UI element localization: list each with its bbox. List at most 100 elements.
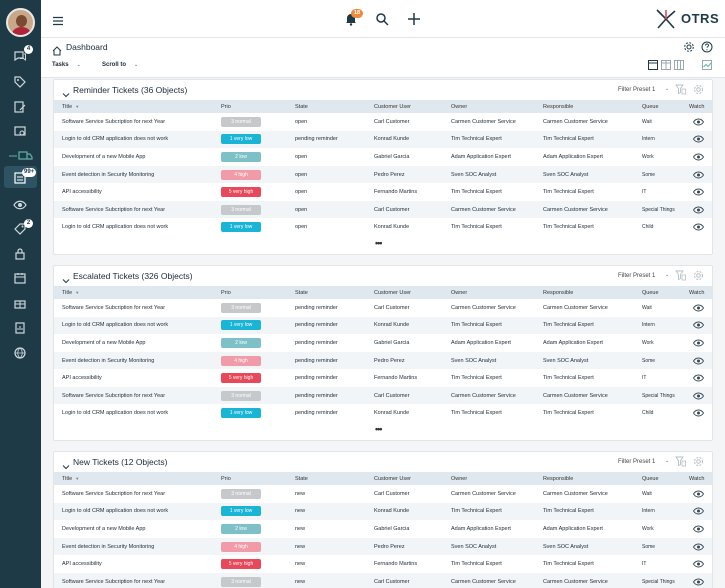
- filter-caret-icon[interactable]: ⌄: [665, 272, 670, 278]
- lock-icon[interactable]: [13, 247, 27, 261]
- column-header-title[interactable]: Title ▼: [54, 286, 213, 299]
- table-row[interactable]: Development of a new Mobile App 2 low new G…: [54, 520, 712, 539]
- table-row[interactable]: Login to old CRM application does not wo…: [54, 316, 712, 335]
- chat-icon[interactable]: [13, 49, 27, 63]
- menu-icon[interactable]: [53, 13, 63, 26]
- watch-eye-icon[interactable]: [693, 153, 704, 161]
- globe-icon[interactable]: [13, 346, 27, 360]
- watch-eye-icon[interactable]: [693, 578, 704, 586]
- watch-eye-icon[interactable]: [693, 374, 704, 382]
- column-header-watch[interactable]: Watch: [681, 100, 712, 113]
- watch-eye-icon[interactable]: [693, 171, 704, 179]
- sort-caret-icon[interactable]: ▼: [75, 475, 80, 481]
- calendar-icon[interactable]: [13, 271, 27, 285]
- column-header-responsible[interactable]: Responsible: [535, 472, 634, 485]
- table-row[interactable]: Software Service Subcription for next Ye…: [54, 386, 712, 406]
- ticket-title[interactable]: API accessibility: [54, 369, 213, 388]
- edit-document-icon[interactable]: [13, 100, 27, 114]
- watch-eye-icon[interactable]: [693, 525, 704, 533]
- chart-view-icon[interactable]: [702, 60, 712, 70]
- column-header-watch[interactable]: Watch: [681, 472, 712, 485]
- layout-two-column-icon[interactable]: [661, 60, 671, 70]
- watch-eye-icon[interactable]: [693, 357, 704, 365]
- filter-preset-dropdown[interactable]: Filter Preset 1: [618, 87, 656, 93]
- column-header-owner[interactable]: Owner: [443, 472, 535, 485]
- table-row[interactable]: Software Service Subcription for next Ye…: [54, 299, 712, 318]
- ticket-title[interactable]: Software Service Subcription for next Ye…: [54, 299, 213, 318]
- filter-icon[interactable]: [675, 456, 686, 467]
- table-row[interactable]: Software Service Subcription for next Ye…: [54, 485, 712, 504]
- filter-icon[interactable]: [675, 270, 686, 281]
- column-header-queue[interactable]: Queue: [634, 472, 681, 485]
- watch-eye-icon[interactable]: [693, 409, 704, 417]
- ticket-queue-icon[interactable]: [13, 124, 27, 138]
- help-icon[interactable]: [701, 41, 713, 53]
- ticket-title[interactable]: Login to old CRM application does not wo…: [54, 316, 213, 335]
- ticket-title[interactable]: Development of a new Mobile App: [54, 334, 213, 353]
- column-header-queue[interactable]: Queue: [634, 286, 681, 299]
- ticket-title[interactable]: Login to old CRM application does not wo…: [54, 404, 213, 423]
- plus-icon[interactable]: [407, 12, 421, 26]
- watch-eye-icon[interactable]: [693, 206, 704, 214]
- table-row[interactable]: Development of a new Mobile App 2 low pend…: [54, 334, 712, 353]
- ticket-title[interactable]: Event detection in Security Monitoring: [54, 165, 213, 184]
- scroll-to-dropdown[interactable]: Scroll to ⌄: [102, 62, 139, 68]
- ticket-title[interactable]: Software Service Subcription for next Ye…: [54, 485, 213, 504]
- tickets-icon[interactable]: [13, 171, 27, 185]
- column-header-customer-user[interactable]: Customer User: [366, 472, 443, 485]
- ticket-title[interactable]: Event detection in Security Monitoring: [54, 351, 213, 370]
- ticket-title[interactable]: Software Service Subcription for next Ye…: [54, 386, 213, 406]
- widget-settings-icon[interactable]: [693, 84, 704, 95]
- watch-eye-icon[interactable]: [693, 560, 704, 568]
- table-row[interactable]: Login to old CRM application does not wo…: [54, 404, 712, 423]
- widget-settings-icon[interactable]: [693, 270, 704, 281]
- sort-caret-icon[interactable]: ▼: [75, 103, 80, 109]
- filter-icon[interactable]: [675, 84, 686, 95]
- ticket-title[interactable]: Software Service Subcription for next Ye…: [54, 113, 213, 132]
- watch-eye-icon[interactable]: [693, 304, 704, 312]
- report-icon[interactable]: [13, 321, 27, 335]
- column-header-state[interactable]: State: [287, 286, 366, 299]
- ticket-title[interactable]: Software Service Subcription for next Ye…: [54, 572, 213, 588]
- watch-eye-icon[interactable]: [693, 188, 704, 196]
- ticket-title[interactable]: Login to old CRM application does not wo…: [54, 130, 213, 149]
- watch-eye-icon[interactable]: [693, 507, 704, 515]
- table-row[interactable]: API accessibility 5 very high pending remi…: [54, 369, 712, 388]
- home-icon[interactable]: [52, 43, 62, 56]
- watch-eye-icon[interactable]: [693, 543, 704, 551]
- column-header-queue[interactable]: Queue: [634, 100, 681, 113]
- column-header-owner[interactable]: Owner: [443, 100, 535, 113]
- table-row[interactable]: Login to old CRM application does not wo…: [54, 502, 712, 521]
- table-row[interactable]: API accessibility 5 very high open Fernando…: [54, 183, 712, 202]
- more-icon[interactable]: •••: [375, 238, 383, 249]
- ticket-title[interactable]: API accessibility: [54, 183, 213, 202]
- sort-caret-icon[interactable]: ▼: [75, 289, 80, 295]
- column-header-owner[interactable]: Owner: [443, 286, 535, 299]
- more-icon[interactable]: •••: [375, 424, 383, 435]
- filter-preset-dropdown[interactable]: Filter Preset 1: [618, 273, 656, 279]
- settings-icon[interactable]: [683, 41, 695, 53]
- table-row[interactable]: Software Service Subcription for next Ye…: [54, 200, 712, 220]
- filter-caret-icon[interactable]: ⌄: [665, 458, 670, 464]
- column-header-customer-user[interactable]: Customer User: [366, 286, 443, 299]
- column-header-title[interactable]: Title ▼: [54, 472, 213, 485]
- avatar[interactable]: [6, 8, 35, 37]
- tasks-dropdown[interactable]: Tasks ⌄: [52, 62, 81, 68]
- delivery-truck-icon[interactable]: [8, 149, 34, 163]
- table-row[interactable]: Event detection in Security Monitoring 4 …: [54, 351, 712, 370]
- column-header-state[interactable]: State: [287, 100, 366, 113]
- layout-single-icon[interactable]: [648, 60, 658, 70]
- watch-eye-icon[interactable]: [693, 490, 704, 498]
- ticket-title[interactable]: Login to old CRM application does not wo…: [54, 218, 213, 237]
- column-header-customer-user[interactable]: Customer User: [366, 100, 443, 113]
- search-icon[interactable]: [375, 12, 389, 26]
- table-row[interactable]: Event detection in Security Monitoring 4 …: [54, 165, 712, 184]
- table-row[interactable]: Development of a new Mobile App 2 low open…: [54, 148, 712, 167]
- watch-eye-icon[interactable]: [693, 392, 704, 400]
- table-row[interactable]: Software Service Subcription for next Ye…: [54, 572, 712, 588]
- ticket-title[interactable]: Software Service Subcription for next Ye…: [54, 200, 213, 220]
- filter-preset-dropdown[interactable]: Filter Preset 1: [618, 459, 656, 465]
- table-row[interactable]: API accessibility 5 very high new Fernando …: [54, 555, 712, 574]
- gift-icon[interactable]: [13, 296, 27, 310]
- table-row[interactable]: Software Service Subcription for next Ye…: [54, 113, 712, 132]
